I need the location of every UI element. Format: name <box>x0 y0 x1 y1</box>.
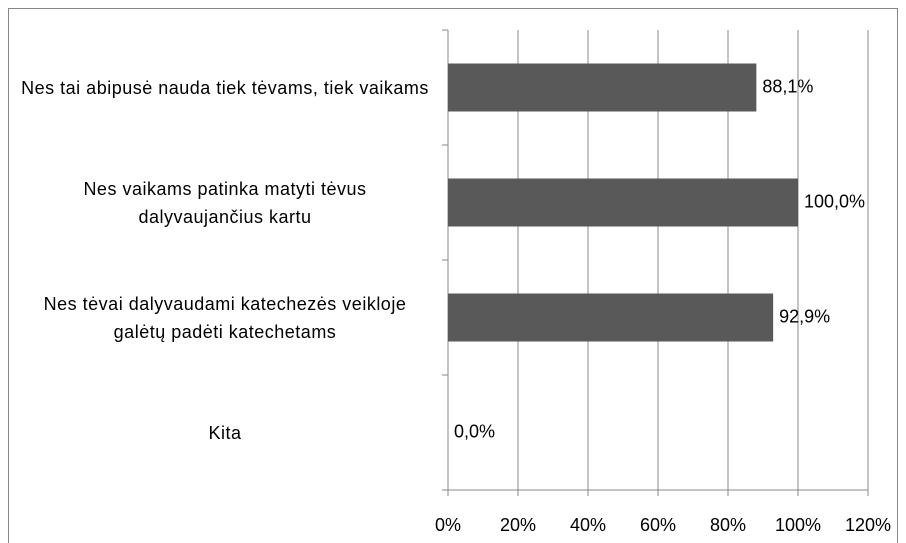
x-tick-label: 0% <box>435 515 461 535</box>
x-tick-label: 80% <box>710 515 746 535</box>
x-tick-label: 40% <box>570 515 606 535</box>
chart-border <box>8 8 898 543</box>
bar <box>448 63 757 112</box>
value-label: 0,0% <box>454 421 495 441</box>
x-tick-label: 120% <box>845 515 891 535</box>
x-tick-label: 60% <box>640 515 676 535</box>
category-label: Nes tai abipusė nauda tiek tėvams, tiek … <box>21 77 429 98</box>
category-label: Kita <box>208 422 242 443</box>
bar <box>448 178 798 227</box>
x-tick-label: 100% <box>775 515 821 535</box>
value-label: 100,0% <box>804 191 865 211</box>
category-label: Nes tėvai dalyvaudami katechezės veikloj… <box>43 293 407 342</box>
bar <box>448 293 774 342</box>
value-label: 92,9% <box>779 306 830 326</box>
category-label: Nes vaikams patinka matyti tėvus dalyvau… <box>83 178 367 227</box>
value-label: 88,1% <box>762 76 813 96</box>
x-tick-label: 20% <box>500 515 536 535</box>
